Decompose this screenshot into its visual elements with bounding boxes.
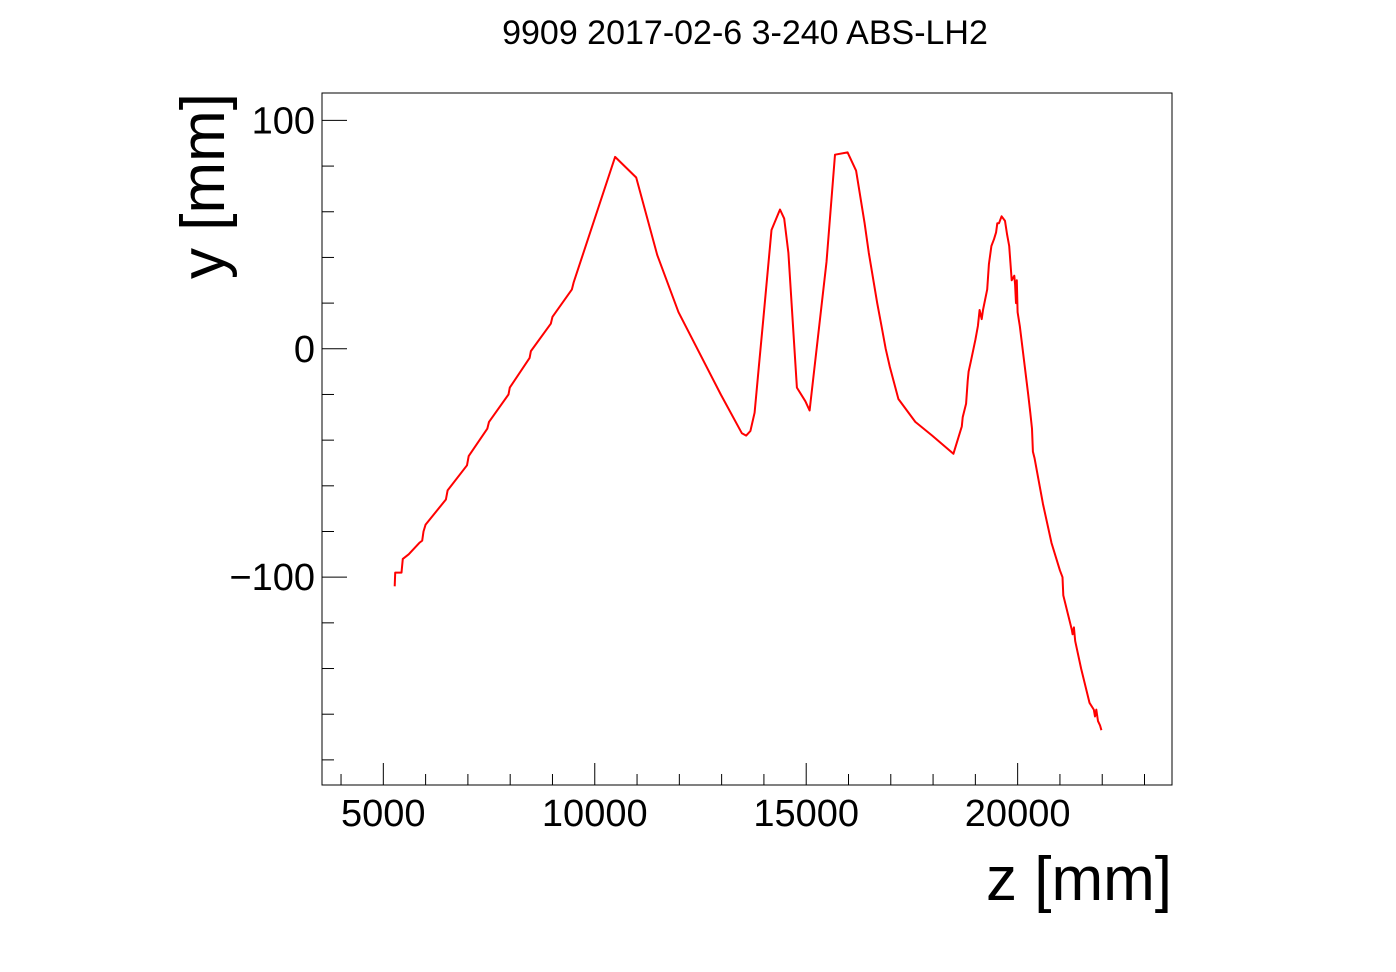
y-tick-label: 100 xyxy=(252,100,315,142)
x-axis-ticks xyxy=(340,763,1146,785)
x-tick-label: 20000 xyxy=(965,793,1071,835)
y-axis-ticks xyxy=(322,119,347,761)
x-axis-tick-labels: 5000 10000 15000 20000 xyxy=(341,793,1070,835)
x-tick-label: 5000 xyxy=(341,793,426,835)
x-axis-title: z [mm] xyxy=(986,845,1172,914)
y-tick-label: −100 xyxy=(229,557,315,599)
x-tick-label: 15000 xyxy=(753,793,859,835)
y-axis-title: y [mm] xyxy=(169,93,238,279)
x-tick-label: 10000 xyxy=(542,793,648,835)
chart-title: 9909 2017-02-6 3-240 ABS-LH2 xyxy=(502,14,988,52)
plot-frame xyxy=(321,92,1173,786)
y-tick-label: 0 xyxy=(294,329,315,371)
series-line xyxy=(393,151,1103,731)
y-axis-tick-labels: −100 0 100 xyxy=(229,100,315,599)
